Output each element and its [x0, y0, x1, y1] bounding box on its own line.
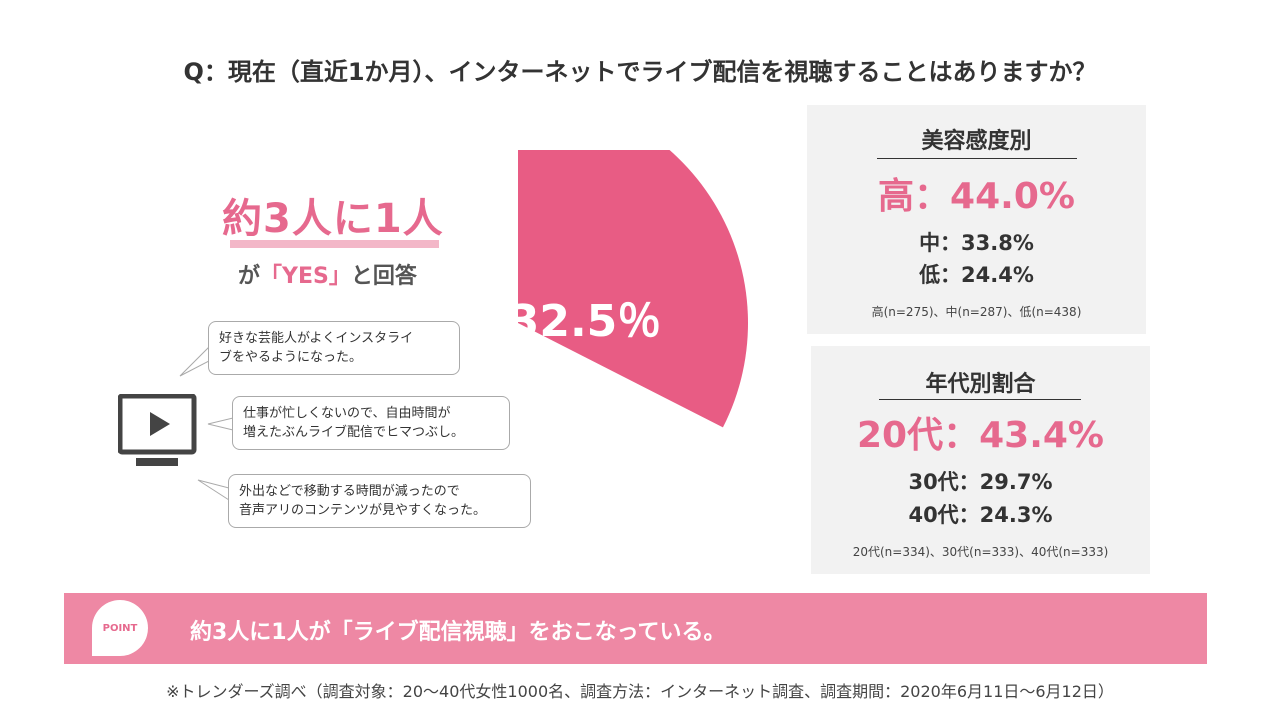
tv-play-icon — [118, 394, 197, 466]
pie-chart: 32.5％ — [509, 150, 748, 428]
comment-bubble-1: 好きな芸能人がよくインスタライ ブをやるようになった。 — [208, 321, 460, 375]
age40-value: 40代：24.3% — [908, 503, 1053, 527]
bubble-tail-3 — [197, 479, 230, 501]
yes-answer-line: が「YES」と回答 — [238, 258, 417, 290]
beauty-mid-value: 中：33.8% — [919, 231, 1034, 255]
point-text: 約3人に1人が「ライブ配信視聴」をおこなっている。 — [190, 620, 726, 645]
point-band — [64, 593, 1207, 664]
headline: 約3人に1人 — [222, 196, 444, 242]
age-sample-sizes: 20代(n=334)、30代(n=333)、40代(n=333) — [852, 545, 1109, 559]
headline-underline — [230, 240, 439, 248]
yes-line-yes: 「YES」 — [260, 264, 351, 289]
age-panel-rule — [879, 399, 1081, 400]
yes-line-prefix: が — [238, 264, 261, 289]
age-panel-title: 年代別割合 — [925, 372, 1036, 397]
point-badge: POINT — [92, 600, 148, 656]
yes-line-suffix: と回答 — [350, 264, 417, 289]
comment-2-line-2: 増えたぶんライブ配信でヒマつぶし。 — [243, 425, 465, 440]
pie-slice-yes — [518, 150, 748, 428]
beauty-sample-sizes: 高(n=275)、中(n=287)、低(n=438) — [871, 305, 1082, 319]
beauty-panel-title: 美容感度別 — [921, 129, 1032, 154]
bubble-tail-2 — [207, 417, 234, 431]
comment-1-line-1: 好きな芸能人がよくインスタライ — [219, 331, 414, 346]
bubble-tail-1 — [179, 345, 210, 377]
comment-bubble-2: 仕事が忙しくないので、自由時間が 増えたぶんライブ配信でヒマつぶし。 — [232, 396, 510, 450]
beauty-sensitivity-panel: 美容感度別 高：44.0% 中：33.8% 低：24.4% 高(n=275)、中… — [807, 105, 1146, 334]
point-badge-label: POINT — [102, 622, 138, 634]
comment-3-line-2: 音声アリのコンテンツが見やすくなった。 — [239, 503, 487, 518]
comment-2-line-1: 仕事が忙しくないので、自由時間が — [243, 406, 451, 421]
comment-bubble-3: 外出などで移動する時間が減ったので 音声アリのコンテンツが見やすくなった。 — [228, 474, 531, 528]
beauty-panel-rule — [877, 158, 1077, 159]
comment-1-line-2: ブをやるようになった。 — [219, 350, 363, 365]
question-title: Q：現在（直近1か月）、インターネットでライブ配信を視聴することはありますか？ — [183, 58, 1097, 86]
age20-value: 20代：43.4% — [857, 415, 1104, 456]
age-group-panel: 年代別割合 20代：43.4% 30代：29.7% 40代：24.3% 20代(… — [811, 346, 1150, 574]
survey-footnote: ※トレンダーズ調べ（調査対象：20～40代女性1000名、調査方法：インターネッ… — [166, 682, 1114, 701]
comment-3-line-1: 外出などで移動する時間が減ったので — [239, 484, 460, 499]
beauty-high-value: 高：44.0% — [878, 176, 1075, 217]
beauty-low-value: 低：24.4% — [919, 263, 1034, 287]
age30-value: 30代：29.7% — [908, 470, 1053, 494]
pie-slice-label: 32.5％ — [509, 296, 662, 347]
